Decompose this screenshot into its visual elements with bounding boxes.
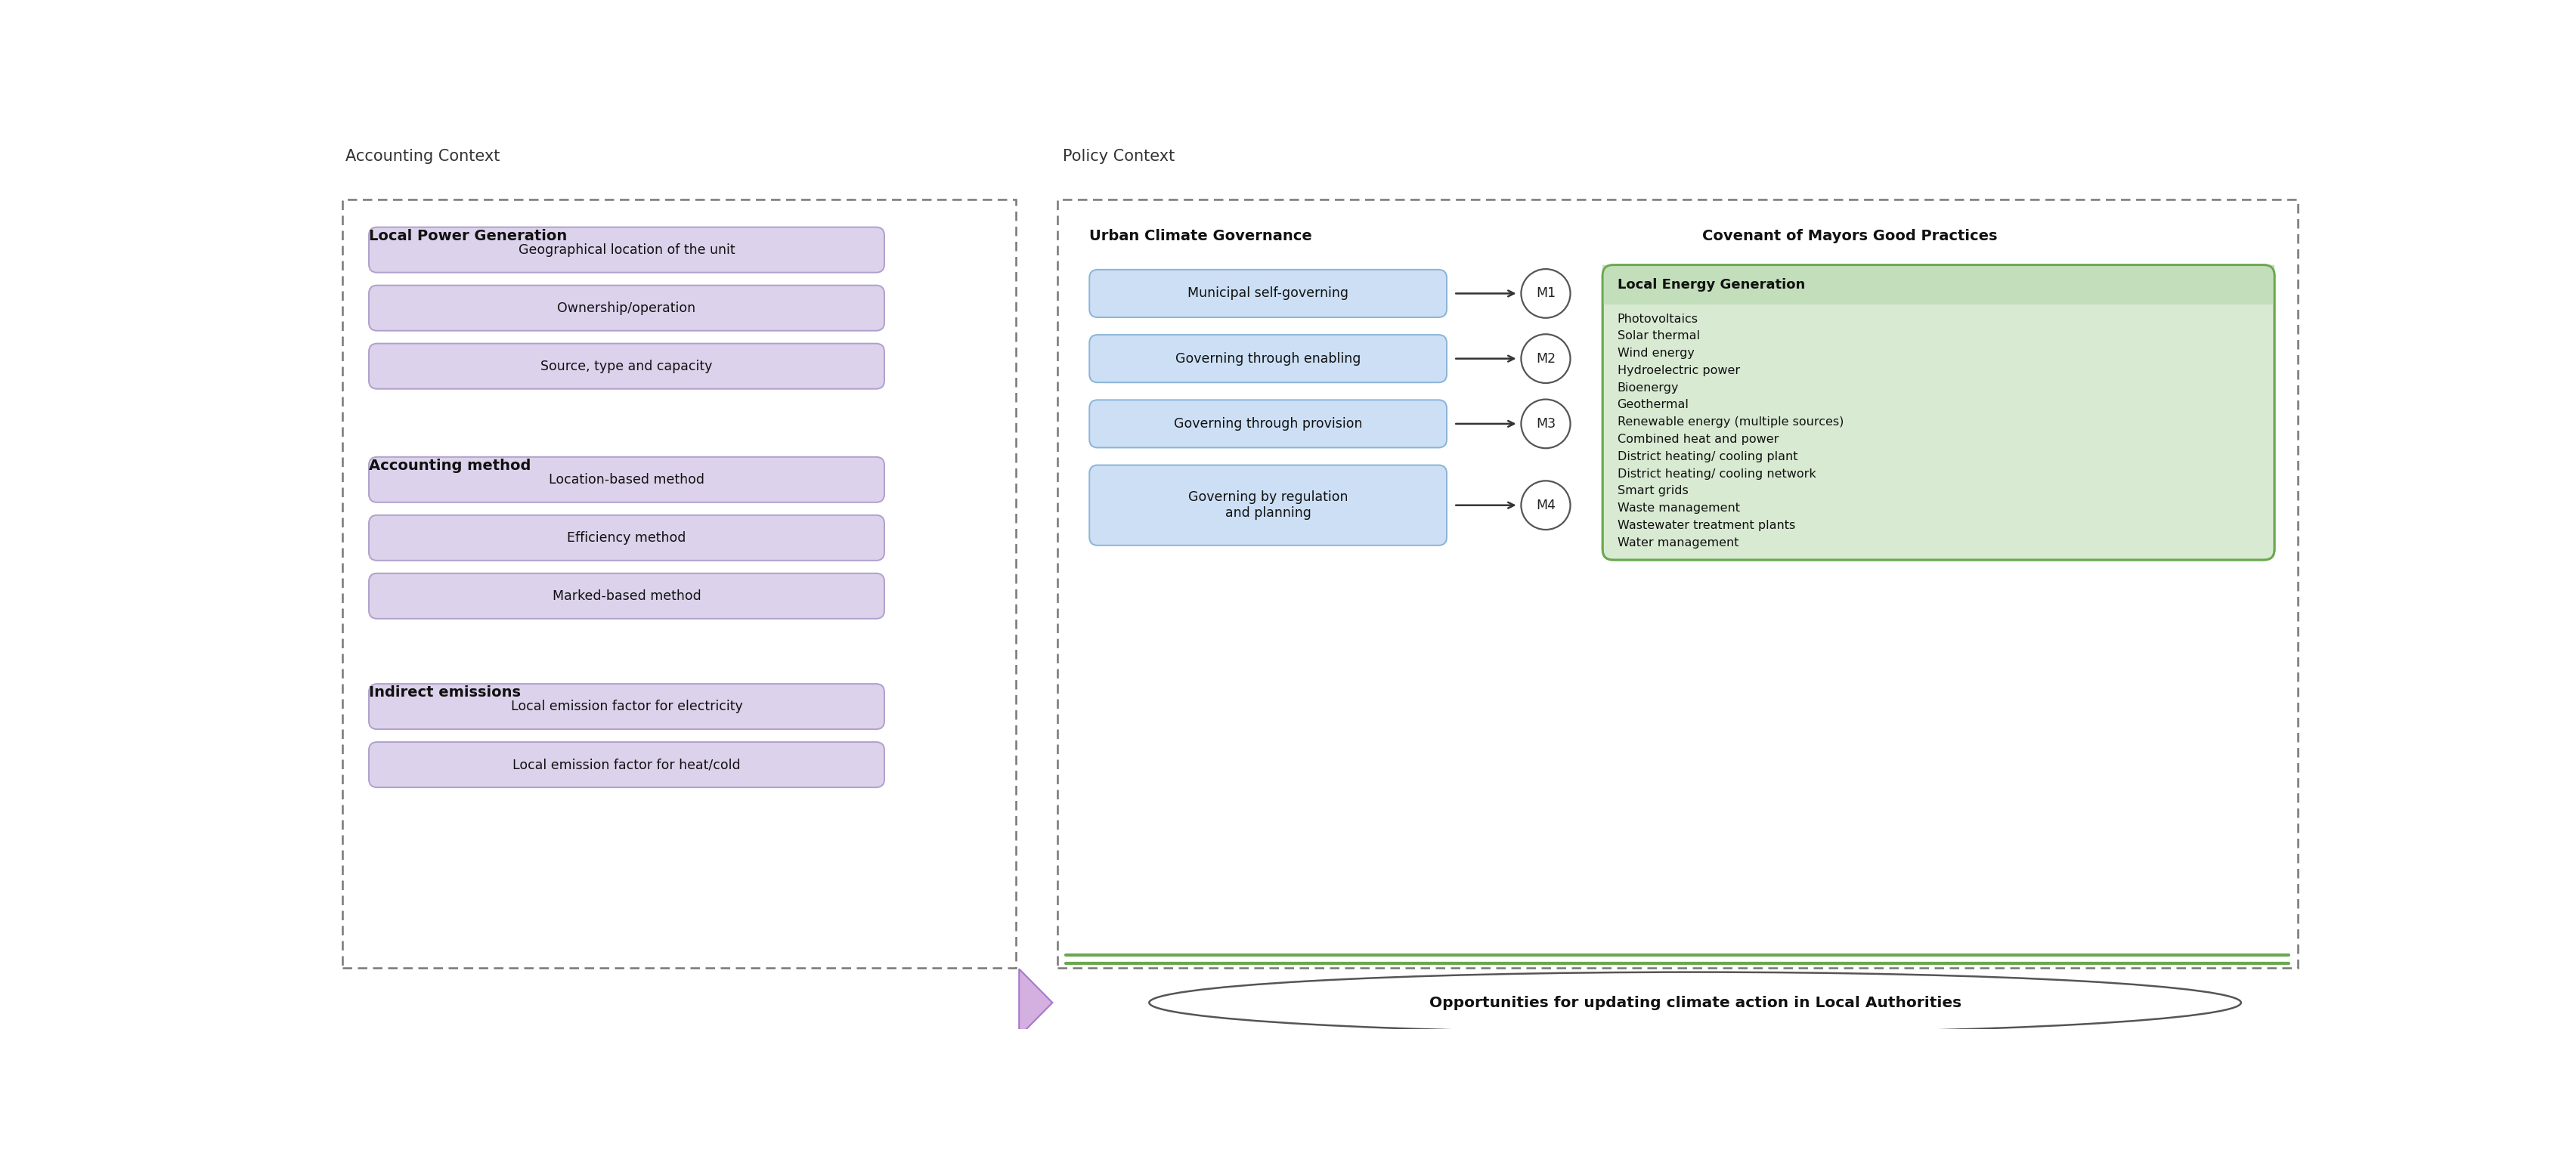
Text: Wastewater treatment plants: Wastewater treatment plants — [1618, 520, 1795, 531]
Text: M1: M1 — [1535, 287, 1556, 301]
Text: District heating/ cooling plant: District heating/ cooling plant — [1618, 451, 1798, 462]
Polygon shape — [1020, 969, 1054, 1037]
Text: M2: M2 — [1535, 351, 1556, 365]
Text: Photovoltaics: Photovoltaics — [1618, 313, 1698, 325]
Text: Geothermal: Geothermal — [1618, 399, 1690, 410]
Ellipse shape — [1149, 972, 2241, 1033]
FancyBboxPatch shape — [1090, 400, 1448, 447]
FancyBboxPatch shape — [1602, 265, 2275, 304]
Text: Municipal self-governing: Municipal self-governing — [1188, 287, 1350, 301]
Circle shape — [1522, 481, 1571, 529]
Text: Covenant of Mayors Good Practices: Covenant of Mayors Good Practices — [1703, 229, 1996, 243]
Circle shape — [1522, 269, 1571, 318]
FancyBboxPatch shape — [1090, 335, 1448, 383]
FancyBboxPatch shape — [1090, 269, 1448, 318]
Text: Accounting Context: Accounting Context — [345, 149, 500, 164]
Text: Bioenergy: Bioenergy — [1618, 383, 1680, 393]
Text: Location-based method: Location-based method — [549, 473, 703, 487]
FancyBboxPatch shape — [1602, 265, 2275, 560]
Circle shape — [1522, 334, 1571, 383]
Text: Ownership/operation: Ownership/operation — [556, 302, 696, 314]
Text: Efficiency method: Efficiency method — [567, 531, 685, 544]
Text: Opportunities for updating climate action in Local Authorities: Opportunities for updating climate actio… — [1430, 995, 1960, 1010]
FancyBboxPatch shape — [368, 516, 884, 561]
Text: Smart grids: Smart grids — [1618, 486, 1687, 497]
Text: Source, type and capacity: Source, type and capacity — [541, 360, 714, 373]
FancyBboxPatch shape — [368, 286, 884, 331]
Text: Combined heat and power: Combined heat and power — [1618, 434, 1777, 445]
Bar — [343, 200, 1015, 968]
Text: M3: M3 — [1535, 417, 1556, 430]
Text: Local emission factor for electricity: Local emission factor for electricity — [510, 699, 742, 713]
Text: Governing through provision: Governing through provision — [1175, 417, 1363, 430]
Text: Urban Climate Governance: Urban Climate Governance — [1090, 229, 1311, 243]
Text: Local Energy Generation: Local Energy Generation — [1618, 277, 1806, 291]
Text: Water management: Water management — [1618, 536, 1739, 548]
Text: Geographical location of the unit: Geographical location of the unit — [518, 243, 734, 257]
Text: M4: M4 — [1535, 498, 1556, 512]
FancyBboxPatch shape — [368, 742, 884, 787]
Text: Hydroelectric power: Hydroelectric power — [1618, 365, 1739, 376]
Text: Governing by regulation
and planning: Governing by regulation and planning — [1188, 490, 1347, 520]
Circle shape — [1522, 399, 1571, 449]
FancyBboxPatch shape — [368, 343, 884, 388]
Text: Renewable energy (multiple sources): Renewable energy (multiple sources) — [1618, 416, 1844, 428]
FancyBboxPatch shape — [1090, 465, 1448, 546]
FancyBboxPatch shape — [368, 457, 884, 503]
FancyBboxPatch shape — [368, 684, 884, 729]
Text: Accounting method: Accounting method — [368, 459, 531, 473]
Text: Local Power Generation: Local Power Generation — [368, 229, 567, 243]
Text: Wind energy: Wind energy — [1618, 348, 1695, 360]
Text: Waste management: Waste management — [1618, 503, 1739, 513]
FancyBboxPatch shape — [368, 227, 884, 273]
Text: Marked-based method: Marked-based method — [551, 590, 701, 602]
Text: Local emission factor for heat/cold: Local emission factor for heat/cold — [513, 758, 742, 771]
Text: Policy Context: Policy Context — [1064, 149, 1175, 164]
Text: Indirect emissions: Indirect emissions — [368, 686, 520, 699]
Text: District heating/ cooling network: District heating/ cooling network — [1618, 468, 1816, 480]
Text: Governing through enabling: Governing through enabling — [1175, 351, 1360, 365]
FancyBboxPatch shape — [368, 573, 884, 618]
Bar — [1056, 200, 2298, 968]
Text: Solar thermal: Solar thermal — [1618, 331, 1700, 342]
